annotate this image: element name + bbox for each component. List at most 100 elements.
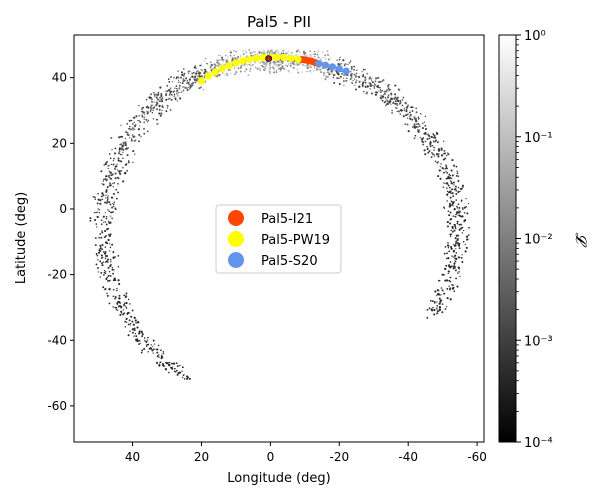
stream-particle [95, 223, 98, 225]
stream-particle [450, 265, 453, 268]
stream-particle [409, 117, 412, 120]
stream-particle [98, 236, 101, 239]
stream-particle [431, 151, 433, 154]
stream-particle [291, 53, 294, 56]
colorbar-ticks: 10⁰ 10⁻¹ 10⁻² 10⁻³ 10⁻⁴ [516, 29, 553, 451]
stream-particle [182, 374, 185, 377]
stream-particle [447, 193, 449, 195]
stream-particle [203, 76, 206, 78]
stream-particle [299, 63, 301, 65]
stream-particle [385, 90, 388, 93]
stream-particle [449, 276, 452, 279]
stream-particle [112, 159, 115, 162]
stream-particle [446, 167, 448, 170]
stream-particle [133, 327, 136, 330]
stream-particle [107, 167, 109, 170]
stream-particle [279, 61, 281, 63]
stream-particle [456, 211, 459, 214]
stream-particle [105, 202, 108, 204]
stream-particle [450, 200, 453, 203]
stream-particle [456, 285, 459, 288]
stream-particle [192, 76, 195, 79]
stream-particle [182, 68, 185, 70]
stream-particle [319, 67, 322, 70]
stream-particle [432, 153, 434, 155]
stream-particle [142, 111, 145, 114]
series-points [197, 53, 350, 85]
stream-particle [353, 73, 356, 76]
stream-particle [456, 222, 459, 225]
stream-particle [189, 80, 191, 82]
stream-particle [330, 56, 332, 58]
stream-particle [417, 131, 420, 133]
stream-particle [127, 134, 130, 136]
data-point [239, 57, 247, 65]
stream-particle [204, 68, 206, 71]
stream-particle [381, 96, 384, 99]
stream-particle [451, 284, 453, 286]
stream-particle [173, 95, 176, 98]
colorbar-tick-label: 10⁰ [524, 29, 546, 44]
stream-particle [445, 170, 447, 173]
stream-particle [124, 320, 127, 323]
stream-particle [293, 63, 296, 66]
stream-particle [417, 117, 420, 120]
stream-particle [365, 92, 368, 95]
stream-particle [430, 156, 433, 158]
stream-particle [433, 134, 436, 137]
stream-particle [153, 343, 156, 345]
stream-particle [282, 49, 285, 52]
stream-particle [378, 80, 381, 83]
stream-particle [205, 57, 207, 60]
stream-particle [407, 130, 410, 133]
stream-particle [150, 344, 152, 346]
stream-particle [181, 366, 184, 369]
stream-particle [183, 79, 186, 82]
stream-particle [186, 82, 188, 84]
stream-particle [297, 49, 300, 52]
legend-label: Pal5-S20 [261, 254, 318, 269]
stream-particle [161, 96, 164, 99]
stream-particle [265, 51, 268, 54]
stream-particle [433, 136, 436, 139]
stream-particle [461, 184, 464, 187]
stream-particle [170, 98, 173, 101]
stream-particle [446, 187, 448, 189]
stream-particle [440, 287, 443, 289]
stream-particle [458, 247, 461, 250]
stream-particle [122, 141, 125, 144]
stream-particle [268, 64, 271, 67]
stream-particle [450, 229, 452, 232]
stream-particle [338, 83, 341, 85]
stream-particle [395, 106, 398, 109]
stream-particle [429, 141, 432, 144]
stream-particle [373, 82, 376, 85]
stream-particle [447, 210, 450, 212]
stream-particle [108, 270, 111, 273]
stream-particle [178, 84, 181, 87]
stream-particle [183, 86, 185, 88]
stream-particle [151, 349, 154, 352]
stream-particle [112, 205, 115, 208]
stream-particle [256, 53, 259, 56]
stream-particle [141, 349, 144, 352]
stream-particle [328, 72, 331, 75]
stream-particle [441, 311, 444, 314]
stream-particle [219, 54, 221, 57]
stream-particle [167, 362, 169, 365]
stream-particle [93, 196, 96, 199]
stream-particle [128, 161, 130, 163]
stream-particle [108, 279, 111, 282]
stream-particle [371, 92, 373, 95]
stream-particle [116, 289, 118, 292]
stream-particle [105, 216, 108, 218]
stream-particle [283, 67, 286, 70]
stream-particle [321, 67, 324, 69]
stream-particle [139, 342, 141, 344]
stream-particle [153, 94, 156, 96]
stream-particle [279, 63, 282, 66]
stream-particle [317, 57, 319, 60]
stream-particle [275, 71, 278, 73]
stream-particle [444, 157, 447, 160]
